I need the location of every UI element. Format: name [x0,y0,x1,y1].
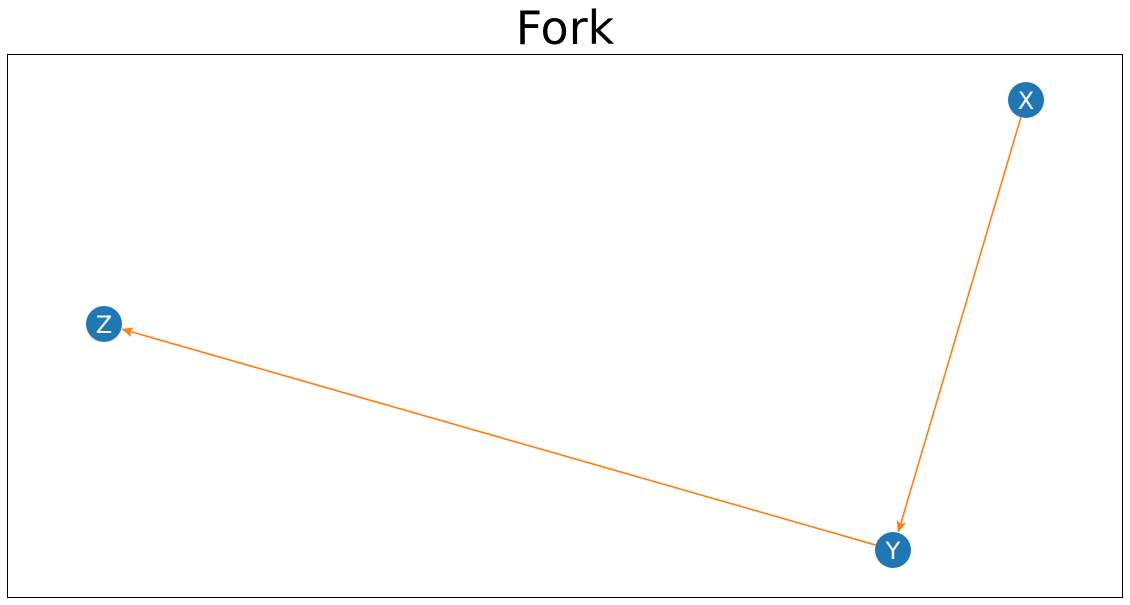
edge-x-to-y [896,117,1022,533]
node-label-y: Y [885,537,901,565]
node-circle-x [1008,82,1044,118]
diagram-title: Fork [515,1,615,55]
node-circle-y [875,532,911,568]
node-y: Y [875,532,911,568]
node-x: X [1008,82,1044,118]
node-label-x: X [1018,87,1034,115]
node-circle-z [86,306,122,342]
node-label-z: Z [96,311,112,339]
node-z: Z [86,306,122,342]
diagram-frame [7,54,1123,598]
edge-y-to-z [121,327,876,546]
